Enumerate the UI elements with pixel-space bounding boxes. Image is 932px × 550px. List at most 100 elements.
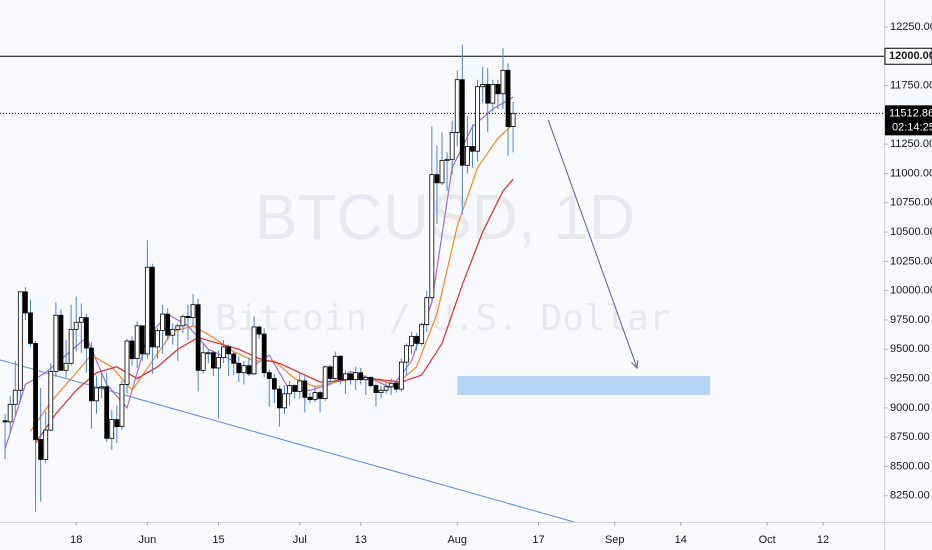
- moving-average: [29, 123, 514, 432]
- target-zone: [457, 375, 711, 395]
- candle-body: [48, 371, 54, 431]
- candle-body: [353, 372, 359, 381]
- candle-body: [251, 326, 257, 375]
- candle-body: [398, 361, 404, 390]
- y-tick-label: 8500.00: [890, 460, 930, 472]
- candle-body: [327, 366, 333, 379]
- candle-body: [510, 112, 516, 127]
- candle-body: [287, 385, 292, 395]
- last-price-box: [885, 105, 932, 136]
- candle-body: [261, 333, 267, 374]
- y-tick-label: 9000.00: [890, 402, 930, 414]
- candle-body: [114, 419, 120, 428]
- y-tick-label: 9500.00: [890, 343, 930, 355]
- candle-body: [68, 328, 74, 364]
- candle-body: [221, 346, 226, 358]
- candle-body: [175, 325, 181, 330]
- y-tick-label: 10000.00: [890, 285, 932, 297]
- candle-body: [383, 386, 389, 391]
- candle-body: [444, 158, 450, 161]
- moving-average: [35, 178, 514, 444]
- y-tick-label: 9250.00: [890, 372, 930, 384]
- candle-body: [150, 266, 155, 348]
- candle-body: [12, 389, 18, 405]
- candle-body: [109, 419, 115, 439]
- candle-body: [317, 392, 323, 399]
- candle-body: [63, 362, 69, 371]
- candle-body: [83, 317, 89, 349]
- y-tick-label: 12250.00: [890, 21, 932, 33]
- candle-body: [348, 373, 353, 381]
- candle-body: [368, 376, 374, 386]
- candle-body: [459, 79, 465, 166]
- candle-body: [490, 83, 496, 104]
- candle-body: [470, 146, 475, 152]
- plot-area: [0, 44, 884, 522]
- candle-body: [180, 316, 186, 327]
- candle-body: [388, 382, 394, 388]
- y-tick-label: 11750.00: [890, 79, 932, 91]
- candle-body: [17, 291, 23, 391]
- candle-body: [200, 352, 206, 371]
- y-tick-label: 9750.00: [890, 314, 930, 326]
- candle-body: [38, 439, 44, 460]
- candle-body: [277, 388, 282, 409]
- y-tick-label: 11250.00: [890, 138, 932, 150]
- x-tick-label: 12: [817, 534, 829, 546]
- x-tick-label: 18: [70, 534, 82, 546]
- candle-body: [480, 83, 486, 88]
- candle-body: [465, 146, 470, 166]
- candle-body: [185, 316, 191, 319]
- arrow-shaft: [547, 119, 638, 369]
- x-tick-label: Aug: [447, 534, 467, 546]
- candle-body: [58, 314, 64, 371]
- candle-body: [139, 325, 145, 355]
- candle-body: [414, 335, 419, 344]
- last-price-label: 11512.86: [889, 107, 932, 119]
- candle-body: [134, 325, 140, 360]
- candle-body: [449, 132, 455, 160]
- candle-body: [119, 384, 125, 428]
- candle-body: [343, 373, 348, 381]
- candle-body: [33, 342, 38, 440]
- candle-body: [505, 69, 511, 127]
- candle-body: [475, 86, 480, 152]
- candle-body: [297, 380, 303, 392]
- candle-body: [282, 393, 287, 409]
- x-tick-label: 15: [212, 534, 224, 546]
- x-tick-label: 13: [355, 534, 367, 546]
- candle-body: [485, 83, 491, 104]
- y-tick-label: 10250.00: [890, 255, 932, 267]
- candle-body: [337, 355, 343, 381]
- candle-body: [205, 352, 211, 355]
- candle-body: [144, 266, 150, 355]
- x-tick-label: Oct: [759, 534, 776, 546]
- candle-body: [241, 365, 247, 374]
- candle-body: [495, 83, 501, 95]
- candle-body: [53, 314, 59, 372]
- candle-body: [23, 291, 28, 314]
- y-tick-label: 11000.00: [890, 167, 932, 179]
- candle-body: [216, 357, 221, 369]
- arrow-head: [631, 359, 639, 370]
- candle-body: [434, 174, 440, 184]
- candle-body: [378, 389, 384, 394]
- candle-body: [195, 304, 201, 371]
- y-tick-label: 10750.00: [890, 197, 932, 209]
- countdown-label: 02:14:25: [892, 121, 932, 133]
- candle-body: [454, 79, 460, 133]
- resistance-label-box: [884, 47, 932, 65]
- candle-body: [73, 321, 79, 330]
- x-tick-label: 14: [675, 534, 687, 546]
- candle-body: [256, 326, 262, 335]
- candle-body: [129, 340, 135, 360]
- trendline: [0, 359, 575, 522]
- candle-body: [190, 304, 196, 319]
- x-tick-label: Jun: [138, 534, 156, 546]
- y-tick-label: 8250.00: [890, 490, 930, 502]
- candle-body: [2, 420, 8, 423]
- resistance-label: 12000.00: [889, 50, 932, 62]
- candle-body: [78, 317, 84, 323]
- candle-body: [358, 372, 364, 381]
